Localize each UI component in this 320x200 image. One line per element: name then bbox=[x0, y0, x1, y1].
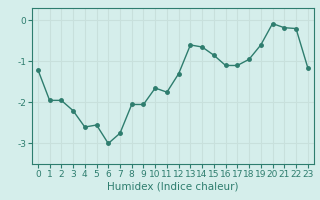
X-axis label: Humidex (Indice chaleur): Humidex (Indice chaleur) bbox=[107, 181, 238, 191]
